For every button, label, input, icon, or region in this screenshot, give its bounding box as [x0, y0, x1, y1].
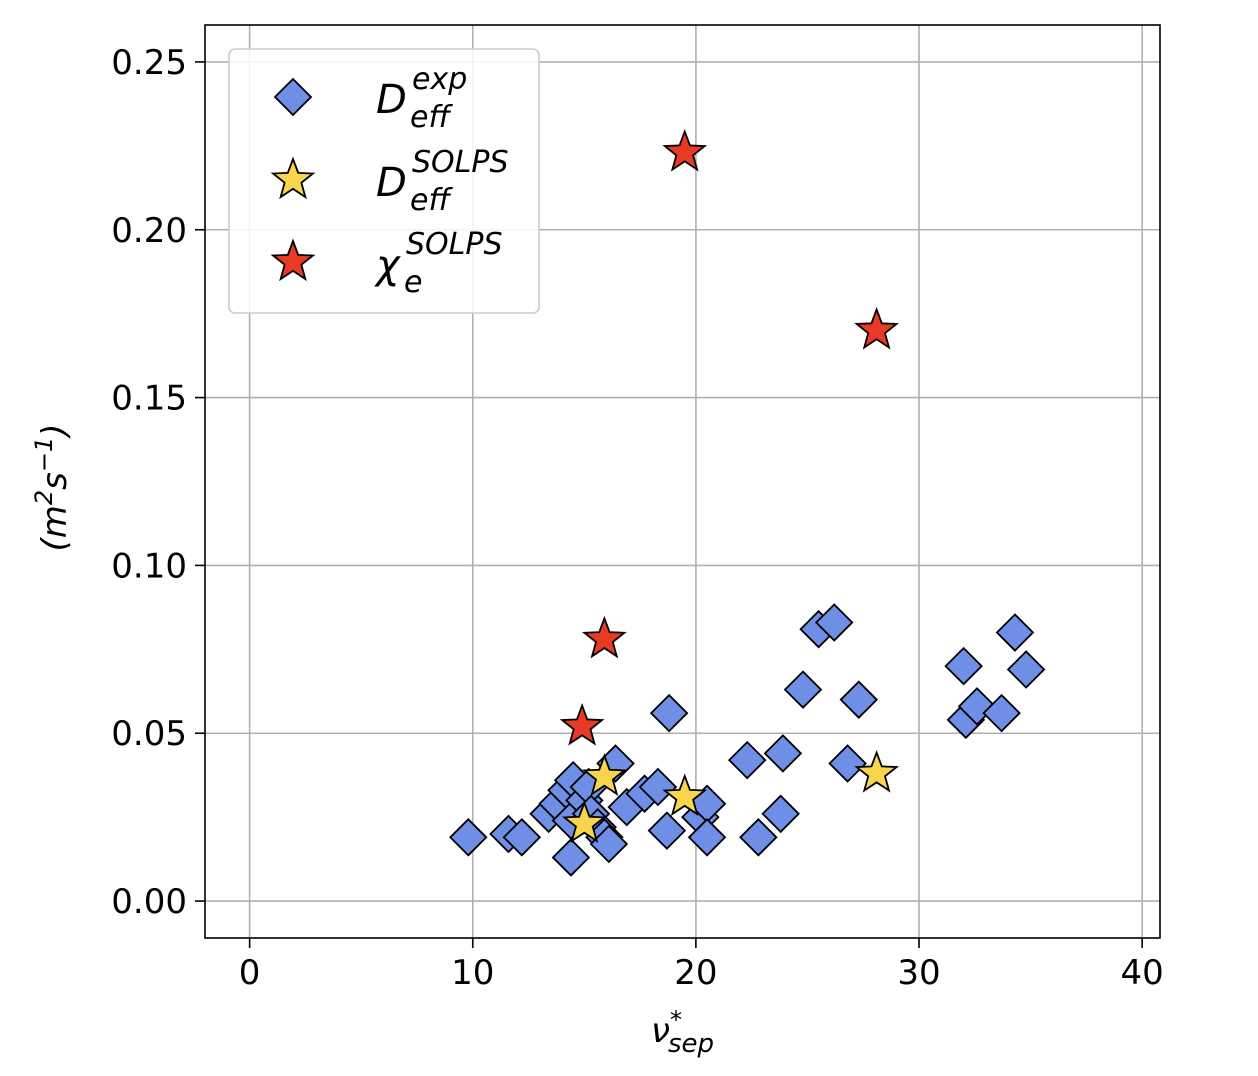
y-axis-label-part: 2 [30, 490, 58, 505]
diamond-point [944, 646, 983, 686]
star-point [581, 753, 627, 796]
y-axis-label-part: (m [35, 505, 75, 551]
legend-label-sup: SOLPS [412, 145, 509, 180]
diamond-point [995, 613, 1035, 652]
diamond-point [839, 680, 879, 719]
diamond-point [739, 818, 778, 857]
legend-diamond-marker [273, 77, 313, 117]
axis-ticks: 0 10 20 30 40 0.00 0.05 0.10 0.15 0.20 0.25 [111, 43, 1163, 993]
x-tick-label: 0 [239, 953, 261, 993]
series-2 [561, 749, 900, 843]
y-tick-label: 0.25 [111, 43, 187, 83]
star-point [662, 773, 708, 817]
diamond-point [783, 670, 823, 709]
diamond-point [647, 811, 687, 850]
y-tick-label: 0.20 [111, 211, 187, 251]
diamond-point [727, 740, 767, 780]
x-tick-label: 30 [897, 953, 940, 993]
star-point [559, 702, 605, 746]
legend-label-sub: e [404, 265, 422, 300]
legend-star-marker [270, 156, 316, 200]
star-point [662, 128, 708, 172]
y-tick-label: 0.05 [111, 714, 187, 754]
diamond-point [982, 693, 1021, 733]
plot-markers [449, 128, 1046, 877]
legend-star-marker [270, 238, 316, 282]
x-tick-label: 20 [674, 953, 717, 993]
diamond-point [502, 818, 542, 857]
x-tick-label: 10 [451, 953, 494, 993]
star-point [854, 749, 900, 793]
diamond-point [761, 794, 800, 834]
y-tick-label: 0.10 [111, 546, 187, 586]
plot-frame [204, 24, 1161, 939]
legend-label-base: D [376, 77, 407, 123]
diamond-point [449, 818, 488, 857]
diamond-point [638, 767, 678, 807]
y-axis-label-part: ) [35, 423, 75, 439]
y-axis-label-part: −1 [30, 437, 58, 472]
diamond-point [763, 734, 803, 773]
star-point [854, 306, 900, 350]
series-3 [559, 128, 900, 746]
x-axis-label-sub: sep [668, 1029, 714, 1059]
x-axis-label-sup: * [670, 1006, 682, 1034]
diamond-point [649, 693, 689, 733]
legend-box [228, 48, 540, 314]
legend-label-sub: eff [410, 183, 453, 218]
y-axis-label-part: s [35, 472, 75, 490]
y-tick-label: 0.15 [111, 379, 187, 419]
diamond-point [1006, 650, 1046, 689]
diamond-point [551, 838, 591, 877]
legend-label-base: D [376, 160, 407, 206]
star-point [561, 800, 607, 843]
star-point [581, 615, 627, 659]
legend-label-base: χ [374, 242, 401, 288]
x-axis-label-base: ν [651, 1011, 670, 1051]
legend-label-sup: exp [412, 62, 467, 97]
diamond-point [687, 818, 727, 857]
x-axis-label: ν* sep [651, 1006, 714, 1059]
diamond-point [828, 744, 867, 783]
y-tick-label: 0.00 [111, 882, 187, 922]
diamond-point [589, 824, 629, 864]
x-tick-label: 40 [1121, 953, 1164, 993]
legend-label-sup: SOLPS [406, 227, 503, 262]
y-axis-label: (m2s−1) [30, 423, 75, 551]
legend-label-sub: eff [410, 100, 453, 135]
diamond-point [814, 603, 854, 642]
